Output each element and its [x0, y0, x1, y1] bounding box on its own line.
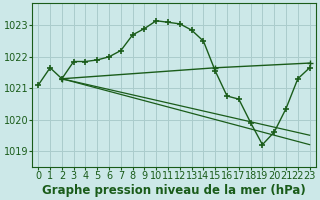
X-axis label: Graphe pression niveau de la mer (hPa): Graphe pression niveau de la mer (hPa) [42, 184, 306, 197]
